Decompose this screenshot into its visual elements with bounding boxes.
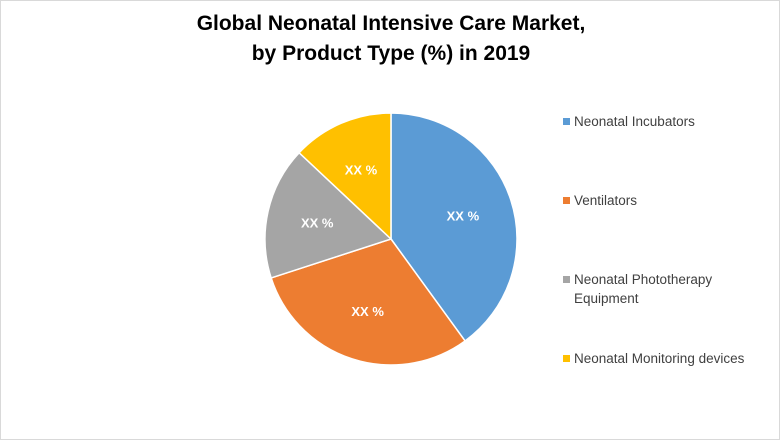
pie-slice-neonatal-phototherapy-equipment <box>264 151 393 279</box>
legend-label-neonatal-incubators: Neonatal Incubators <box>574 114 695 129</box>
legend-label-neonatal-phototherapy-equipment: Neonatal Phototherapy Equipment <box>574 272 713 306</box>
data-label-neonatal-monitoring-devices: XX % <box>345 163 378 178</box>
data-label-neonatal-incubators: XX % <box>447 209 480 224</box>
pie-slice-neonatal-incubators <box>390 112 518 342</box>
legend-swatch-neonatal-incubators <box>563 118 570 125</box>
data-label-neonatal-phototherapy-equipment: XX % <box>301 216 334 231</box>
pie-slice-ventilators <box>270 238 467 366</box>
chart-title-line-1: Global Neonatal Intensive Care Market, <box>196 12 586 35</box>
pie-slice-neonatal-monitoring-devices <box>298 112 392 241</box>
legend-label-ventilators: Ventilators <box>574 193 638 208</box>
chart-title-line-2: by Product Type (%) in 2019 <box>251 42 531 65</box>
chart-title: Global Neonatal Intensive Care Market, b… <box>1 9 780 69</box>
data-label-ventilators: XX % <box>351 304 384 319</box>
legend-swatch-neonatal-monitoring-devices <box>563 355 570 362</box>
legend-swatch-ventilators <box>563 197 570 204</box>
legend-swatch-neonatal-phototherapy-equipment <box>563 276 570 283</box>
legend-label-neonatal-monitoring-devices: Neonatal Monitoring devices <box>574 351 745 366</box>
